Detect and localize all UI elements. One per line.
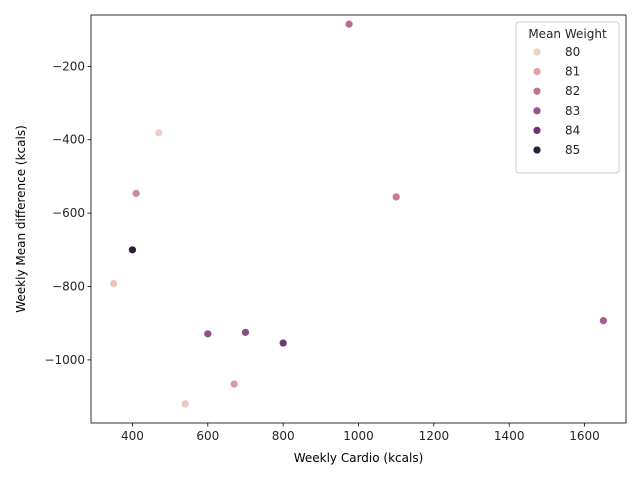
data-point — [131, 188, 141, 198]
y-tick-label: −600 — [52, 206, 85, 220]
data-point — [180, 399, 190, 409]
x-tick-label: 400 — [121, 429, 144, 443]
data-point — [278, 338, 288, 348]
legend-label: 84 — [565, 123, 580, 137]
legend-box — [515, 21, 620, 174]
y-tick-label: −200 — [52, 59, 85, 73]
data-point — [203, 329, 213, 339]
data-point — [229, 379, 239, 389]
y-axis-label: Weekly Mean difference (kcals) — [14, 125, 28, 313]
data-point — [154, 128, 164, 138]
legend-label: 81 — [565, 65, 580, 79]
legend-marker — [532, 106, 542, 116]
data-point — [391, 192, 401, 202]
x-axis-label: Weekly Cardio (kcals) — [294, 451, 424, 465]
x-axis-ticks: 400 600 800 1000 1200 1400 1600 — [121, 423, 600, 443]
data-point — [344, 19, 354, 29]
y-tick-label: −400 — [52, 133, 85, 147]
x-tick-label: 1600 — [569, 429, 600, 443]
legend-label: 80 — [565, 45, 580, 59]
legend-label: 85 — [565, 143, 580, 157]
x-tick-label: 600 — [196, 429, 219, 443]
x-tick-label: 1400 — [494, 429, 525, 443]
legend-title: Mean Weight — [528, 27, 607, 41]
legend-marker — [532, 145, 542, 155]
data-point — [109, 279, 118, 288]
x-tick-label: 1200 — [419, 429, 450, 443]
y-tick-label: −800 — [52, 280, 85, 294]
legend-marker — [532, 47, 542, 57]
data-point — [241, 327, 250, 337]
legend-marker — [532, 126, 542, 135]
legend-label: 83 — [565, 104, 580, 118]
plot-frame — [90, 14, 627, 424]
data-point — [128, 245, 137, 255]
y-tick-label: −1000 — [44, 353, 85, 367]
data-points — [109, 19, 608, 409]
x-tick-label: 800 — [272, 429, 295, 443]
data-point — [599, 316, 608, 326]
legend: Mean Weight 80 81 82 83 84 85 — [515, 21, 620, 174]
y-axis-ticks: −200 −400 −600 −800 −1000 — [44, 59, 91, 367]
legend-marker — [532, 86, 542, 96]
legend-label: 82 — [565, 84, 580, 98]
x-tick-label: 1000 — [343, 429, 374, 443]
legend-marker — [532, 67, 542, 76]
